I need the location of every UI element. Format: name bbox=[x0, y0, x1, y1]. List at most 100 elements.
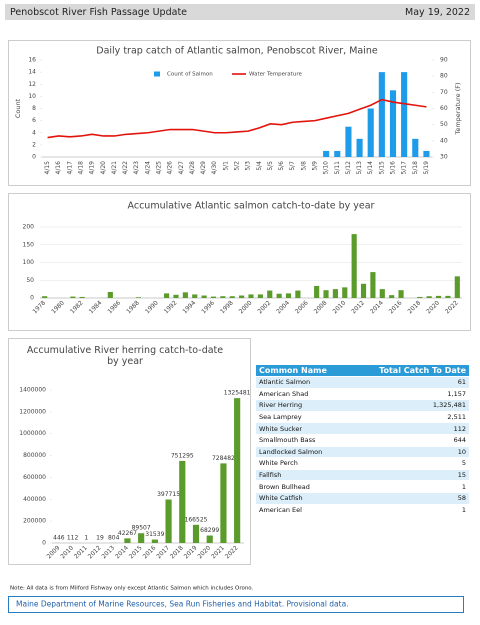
x-tick-label: 4/30 bbox=[211, 161, 218, 175]
x-tick-label: 1982 bbox=[69, 299, 85, 315]
x-tick-label: 5/9 bbox=[312, 161, 319, 171]
table-cell: 1,325,481 bbox=[350, 399, 469, 412]
x-tick-label: 5/4 bbox=[256, 161, 263, 171]
y-tick-label: 600000 bbox=[23, 474, 46, 481]
table-cell: White Perch bbox=[256, 457, 351, 470]
bar bbox=[70, 296, 76, 298]
bar bbox=[351, 234, 357, 298]
y-tick-label: 0 bbox=[42, 540, 46, 547]
y-tick-label: 100 bbox=[23, 259, 35, 266]
y-tick-label: 1400000 bbox=[19, 387, 46, 394]
x-tick-label: 1990 bbox=[144, 299, 160, 315]
bar bbox=[334, 150, 341, 157]
bar bbox=[229, 296, 235, 298]
y-tick-label: 400000 bbox=[23, 496, 46, 503]
x-tick-label: 4/27 bbox=[178, 161, 185, 175]
bar bbox=[42, 296, 48, 298]
data-label: 19 bbox=[96, 534, 104, 541]
x-tick-label: 2015 bbox=[128, 544, 144, 560]
x-tick-label: 2004 bbox=[275, 299, 291, 315]
x-tick-label: 4/22 bbox=[122, 161, 129, 175]
table-cell: 5 bbox=[350, 457, 469, 470]
x-tick-label: 2010 bbox=[59, 544, 75, 560]
x-tick-label: 1986 bbox=[106, 299, 122, 315]
x-tick-label: 1984 bbox=[88, 299, 104, 315]
x-tick-label: 5/17 bbox=[401, 161, 408, 175]
data-label: 397715 bbox=[157, 491, 180, 498]
bar bbox=[445, 295, 451, 298]
table-row: River Herring 1,325,481 bbox=[256, 399, 469, 412]
bar bbox=[151, 539, 158, 543]
bar bbox=[165, 499, 172, 543]
bar bbox=[79, 296, 85, 298]
x-tick-label: 1992 bbox=[163, 299, 179, 315]
table-cell: River Herring bbox=[256, 399, 351, 412]
y2-tick-label: 40 bbox=[440, 137, 448, 144]
bar bbox=[201, 295, 207, 298]
bar bbox=[179, 460, 186, 543]
bar bbox=[342, 287, 348, 298]
x-tick-label: 4/18 bbox=[78, 161, 85, 175]
bar bbox=[239, 295, 245, 298]
data-label: 166525 bbox=[185, 516, 208, 523]
data-label: 112 bbox=[67, 534, 79, 541]
x-tick-label: 5/1 bbox=[222, 161, 229, 171]
x-tick-label: 5/14 bbox=[367, 161, 374, 175]
y-tick-label: 12 bbox=[28, 81, 36, 88]
x-tick-label: 5/2 bbox=[234, 161, 241, 171]
bar bbox=[398, 290, 404, 298]
x-tick-label: 4/23 bbox=[133, 161, 140, 175]
bar bbox=[314, 285, 320, 298]
table-row: White Catfish 58 bbox=[256, 491, 469, 505]
x-tick-label: 2009 bbox=[46, 544, 62, 560]
table-cell: Sea Lamprey bbox=[256, 410, 351, 423]
y-tick-label: 14 bbox=[28, 69, 36, 76]
y-tick-label: 0 bbox=[30, 295, 34, 302]
y-tick-label: 16 bbox=[28, 57, 36, 64]
x-tick-label: 5/8 bbox=[300, 161, 307, 171]
bar bbox=[345, 126, 352, 157]
bar bbox=[379, 289, 385, 298]
x-tick-label: 4/16 bbox=[55, 161, 62, 175]
table-cell: 1 bbox=[350, 503, 469, 516]
table-row: White Sucker 112 bbox=[256, 422, 469, 435]
y2-tick-label: 30 bbox=[440, 154, 448, 161]
x-tick-label: 2019 bbox=[183, 544, 199, 560]
y-tick-label: 200000 bbox=[23, 518, 46, 525]
bar bbox=[332, 289, 338, 298]
x-tick-label: 2016 bbox=[142, 544, 158, 560]
x-tick-label: 2011 bbox=[73, 544, 89, 560]
x-tick-label: 2020 bbox=[425, 299, 441, 315]
x-tick-label: 2020 bbox=[196, 544, 212, 560]
header-date: May 19, 2022 bbox=[405, 7, 470, 18]
table-row: Sea Lamprey 2,511 bbox=[256, 410, 469, 423]
x-tick-label: 1998 bbox=[219, 299, 235, 315]
chart-title: Accumulative Atlantic salmon catch-to-da… bbox=[128, 201, 375, 212]
table-row: White Perch 5 bbox=[256, 457, 469, 470]
x-tick-label: 5/16 bbox=[390, 161, 397, 175]
x-tick-label: 4/28 bbox=[189, 161, 196, 175]
legend-swatch bbox=[154, 71, 160, 77]
table-cell: Fallfish bbox=[256, 468, 351, 481]
footer-box bbox=[8, 596, 464, 613]
y-axis-label: Count bbox=[14, 98, 22, 118]
x-tick-label: 5/7 bbox=[289, 161, 296, 171]
table-cell: 1,157 bbox=[350, 387, 469, 400]
chart-title: Accumulative River herring catch-to-date… bbox=[26, 345, 224, 367]
data-label: 446 bbox=[53, 534, 65, 541]
bar bbox=[389, 295, 395, 298]
x-tick-label: 4/24 bbox=[144, 161, 151, 175]
table-cell: American Eel bbox=[256, 503, 351, 516]
table-cell: Atlantic Salmon bbox=[256, 376, 351, 389]
bar bbox=[192, 294, 198, 298]
y2-tick-label: 50 bbox=[440, 121, 448, 128]
x-tick-label: 1978 bbox=[31, 299, 47, 315]
x-tick-label: 5/11 bbox=[334, 161, 341, 175]
bar bbox=[267, 290, 273, 298]
table-cell: White Catfish bbox=[256, 491, 351, 505]
x-tick-label: 2012 bbox=[87, 544, 103, 560]
x-tick-label: 2021 bbox=[210, 544, 226, 560]
y2-tick-label: 70 bbox=[440, 89, 448, 96]
